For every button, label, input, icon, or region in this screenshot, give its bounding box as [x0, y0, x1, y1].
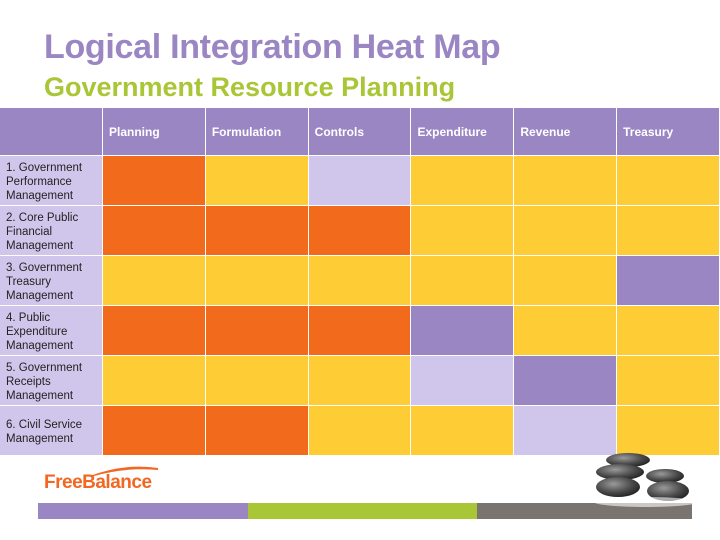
heat-cell-revenue — [514, 206, 618, 256]
row-label-text: 6. Civil Service Management — [6, 419, 83, 445]
column-header-revenue: Revenue — [514, 108, 618, 156]
heat-cell-controls — [308, 356, 412, 406]
heat-cell-controls — [308, 206, 412, 256]
row-label: 2. Core Public Financial Management — [0, 206, 103, 256]
row-label: 4. Public Expenditure Management — [0, 306, 103, 356]
heat-cell-planning — [103, 156, 206, 206]
heat-cell-planning — [103, 306, 206, 356]
heat-cell-controls — [308, 156, 412, 206]
swoosh-icon — [90, 466, 158, 476]
heat-cell-planning — [103, 206, 206, 256]
column-header-controls: Controls — [308, 108, 412, 156]
heat-cell-formulation — [205, 256, 309, 306]
column-header-formulation: Formulation — [205, 108, 309, 156]
row-label-text: 5. Government Receipts Management — [6, 362, 83, 402]
heat-cell-controls — [308, 256, 412, 306]
heat-cell-revenue — [514, 306, 618, 356]
heat-cell-expenditure — [411, 206, 515, 256]
heat-cell-treasury — [617, 206, 720, 256]
heat-cell-planning — [103, 256, 206, 306]
page-title: Logical Integration Heat Map — [44, 28, 501, 66]
row-label-text: 3. Government Treasury Management — [6, 262, 83, 302]
heat-cell-expenditure — [411, 306, 515, 356]
heat-map-table: Planning Formulation Controls Expenditure Re… — [0, 108, 720, 456]
row-label: 5. Government Receipts Management — [0, 356, 103, 406]
row-label: 1. Government Performance Management — [0, 156, 103, 206]
column-header-treasury: Treasury — [617, 108, 720, 156]
heat-cell-formulation — [205, 206, 309, 256]
heat-cell-treasury — [617, 256, 720, 306]
heat-cell-revenue — [514, 156, 618, 206]
freebalance-logo: FreeBalance — [44, 472, 152, 493]
heat-cell-treasury — [617, 156, 720, 206]
heat-cell-planning — [103, 356, 206, 406]
heat-cell-treasury — [617, 406, 720, 456]
heat-cell-treasury — [617, 306, 720, 356]
heat-cell-controls — [308, 306, 412, 356]
row-label: 3. Government Treasury Management — [0, 256, 103, 306]
page-subtitle: Government Resource Planning — [44, 72, 456, 102]
footer-bar-green — [248, 503, 477, 519]
heat-cell-formulation — [205, 406, 309, 456]
row-label: 6. Civil Service Management — [0, 406, 103, 456]
row-label-text: 4. Public Expenditure Management — [6, 312, 74, 352]
footer-bar-purple — [38, 503, 248, 519]
heat-cell-treasury — [617, 356, 720, 406]
heat-cell-controls — [308, 406, 412, 456]
column-header-planning: Planning — [103, 108, 206, 156]
heat-cell-formulation — [205, 306, 309, 356]
heat-cell-expenditure — [411, 156, 515, 206]
column-header-expenditure: Expenditure — [411, 108, 515, 156]
row-label-text: 1. Government Performance Management — [6, 162, 83, 202]
heat-cell-formulation — [205, 156, 309, 206]
heat-cell-expenditure — [411, 356, 515, 406]
row-label-text: 2. Core Public Financial Management — [6, 212, 79, 252]
heat-cell-formulation — [205, 356, 309, 406]
stacked-stones-icon — [594, 453, 698, 507]
heat-cell-expenditure — [411, 406, 515, 456]
heat-cell-revenue — [514, 406, 618, 456]
heat-cell-planning — [103, 406, 206, 456]
footer-bar-gray — [477, 503, 692, 519]
heat-cell-expenditure — [411, 256, 515, 306]
heat-cell-revenue — [514, 356, 618, 406]
header-corner — [0, 108, 103, 156]
heat-cell-revenue — [514, 256, 618, 306]
